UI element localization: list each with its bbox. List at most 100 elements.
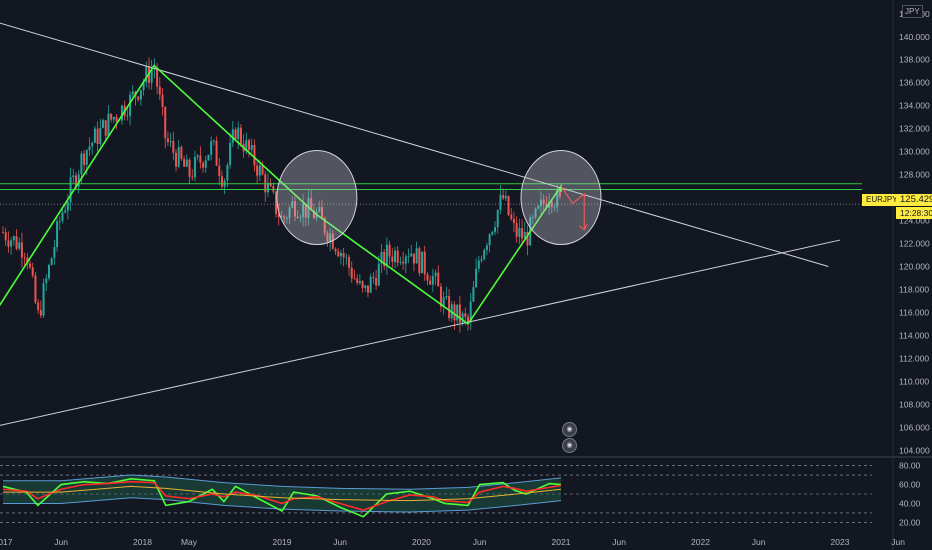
- candle-body: [293, 201, 296, 217]
- candle: [537, 204, 540, 210]
- candle: [2, 226, 4, 234]
- candle-body: [364, 285, 367, 288]
- candle-body: [180, 146, 183, 159]
- candle-body: [385, 244, 388, 267]
- candle: [188, 157, 191, 184]
- candle-body: [412, 253, 415, 264]
- candle: [58, 216, 61, 230]
- candle-body: [175, 152, 178, 167]
- candle: [266, 173, 269, 197]
- candle: [218, 158, 221, 185]
- price-tick-label: 116.000: [899, 307, 929, 317]
- candle-body: [126, 115, 129, 117]
- candle: [229, 133, 232, 169]
- candle-body: [310, 198, 313, 211]
- projection-path: [560, 185, 585, 230]
- candle: [234, 127, 237, 141]
- candle: [183, 155, 186, 167]
- candle-body: [342, 253, 345, 258]
- candle-body: [512, 218, 515, 224]
- candle-body: [258, 165, 261, 176]
- candle: [329, 228, 332, 252]
- symbol-price-tag: EURJPY: [862, 194, 898, 206]
- candle-body: [467, 316, 469, 323]
- candle-body: [212, 140, 215, 142]
- time-tick-label: Jun: [473, 537, 487, 547]
- candle: [358, 274, 361, 286]
- candle: [231, 121, 234, 148]
- candle-body: [107, 113, 110, 136]
- candle-body: [202, 162, 205, 168]
- candle: [112, 116, 115, 124]
- candle-body: [453, 304, 456, 321]
- candle: [53, 240, 56, 265]
- highlight-circle: [276, 150, 358, 246]
- projection-arrow-icon: [578, 223, 588, 231]
- candle: [366, 285, 369, 298]
- candle: [280, 210, 283, 218]
- candle-body: [337, 251, 340, 257]
- candle-body: [334, 248, 337, 252]
- candle: [429, 275, 432, 285]
- candle-body: [296, 216, 299, 218]
- candle-body: [110, 113, 113, 120]
- candle: [364, 284, 367, 292]
- time-tick-label: May: [181, 537, 198, 547]
- candle-body: [58, 220, 61, 222]
- candle-body: [423, 251, 426, 275]
- candle-body: [215, 140, 218, 166]
- candle: [469, 292, 472, 331]
- time-tick-label: Jun: [752, 537, 766, 547]
- candle-body: [356, 278, 359, 283]
- candle-body: [348, 257, 351, 268]
- candle-body: [488, 234, 491, 246]
- ascending-trendline: [0, 239, 841, 426]
- candle: [185, 154, 188, 168]
- candle: [434, 269, 437, 286]
- candle-body: [394, 250, 397, 262]
- candle-body: [515, 223, 518, 237]
- candle-body: [350, 267, 353, 279]
- candle: [372, 272, 375, 284]
- candle: [7, 231, 10, 253]
- candle: [472, 280, 475, 303]
- candle-body: [80, 153, 83, 175]
- candle-body: [396, 250, 399, 263]
- candle: [126, 108, 129, 121]
- candle: [423, 245, 426, 281]
- time-tick-label: Jun: [612, 537, 626, 547]
- candle-body: [196, 155, 199, 157]
- candle-body: [191, 176, 194, 178]
- candle: [369, 273, 372, 294]
- candle-body: [518, 228, 521, 237]
- candle: [31, 262, 34, 278]
- event-badge-icon[interactable]: ◉: [562, 422, 577, 437]
- candle: [177, 140, 180, 169]
- dividend-badge-icon[interactable]: ◉: [562, 438, 577, 453]
- price-tick-label: 106.000: [899, 422, 930, 432]
- candle: [426, 271, 429, 286]
- candle-body: [47, 265, 50, 279]
- candle: [480, 255, 483, 264]
- candle-body: [137, 96, 140, 100]
- candle-body: [20, 242, 23, 258]
- candle: [158, 77, 161, 101]
- candle-body: [480, 259, 483, 261]
- candle: [437, 265, 440, 287]
- candle-body: [77, 174, 80, 187]
- candle-body: [291, 201, 294, 208]
- rsi-slow-line: [2, 480, 562, 511]
- candle-body: [18, 242, 21, 249]
- time-tick-label: Jun: [891, 537, 905, 547]
- candle-body: [318, 207, 321, 212]
- time-axis[interactable]: 2017 Jun 2018 May 2019 Jun 2020 Jun 2021 Jun 2022 J…: [0, 537, 905, 547]
- candle: [161, 88, 164, 116]
- candle-body: [269, 182, 272, 187]
- candle-body: [485, 245, 488, 251]
- candle: [93, 125, 96, 143]
- candle: [396, 246, 399, 267]
- candle-body: [166, 138, 169, 142]
- candle: [337, 248, 340, 258]
- candle-body: [88, 146, 91, 151]
